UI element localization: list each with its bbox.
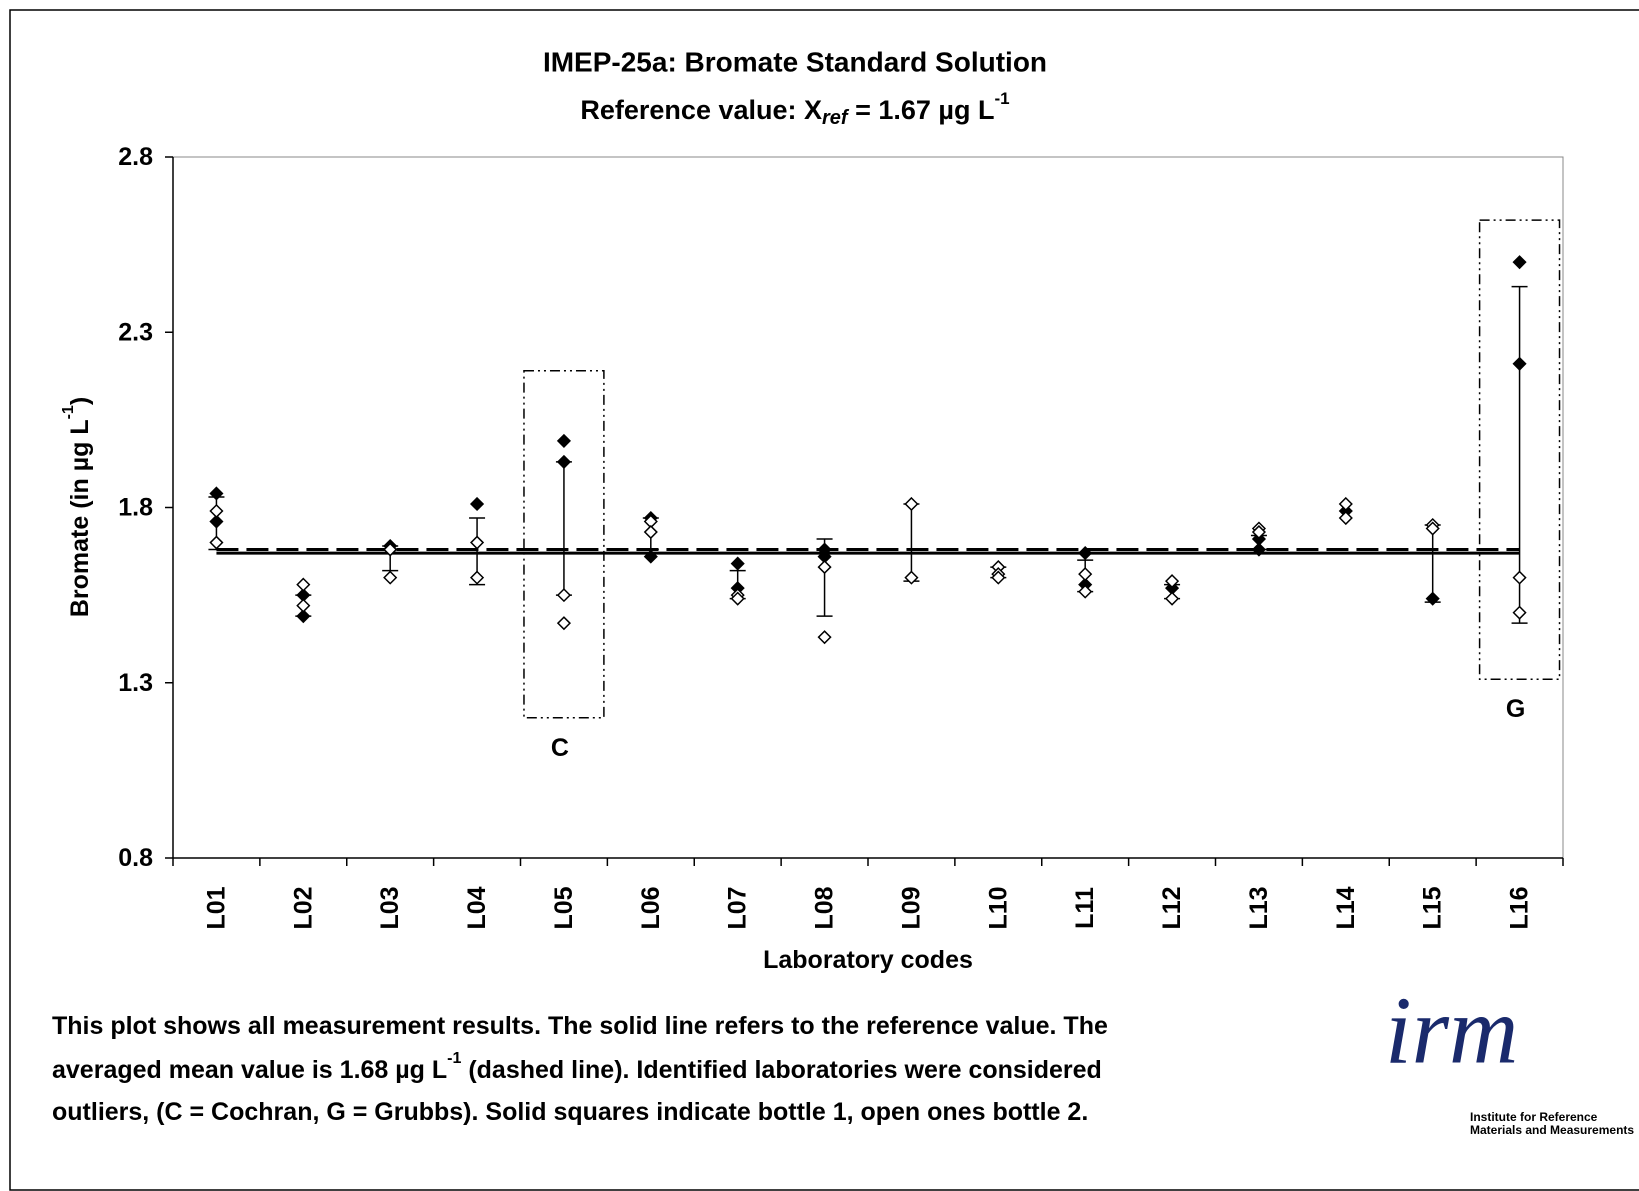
outlier-box — [523, 370, 605, 719]
data-point — [296, 598, 311, 613]
logo-text: Materials and Measurements — [1470, 1123, 1634, 1137]
data-point — [904, 496, 919, 512]
error-bar — [1424, 524, 1441, 603]
data-point — [817, 630, 832, 645]
x-tick-label: L15 — [1419, 886, 1447, 929]
outlier-box — [1478, 219, 1561, 680]
data-point — [383, 542, 398, 557]
data-point — [383, 570, 398, 585]
data-point — [991, 570, 1006, 585]
y-tick-label: 0.8 — [118, 844, 153, 872]
data-point — [209, 535, 224, 550]
x-tick-label: L07 — [724, 886, 752, 929]
x-tick-label: L16 — [1506, 886, 1534, 929]
data-point — [209, 514, 224, 529]
x-tick-label: L02 — [289, 886, 317, 929]
x-tick-label: L10 — [984, 886, 1012, 929]
chart-title: IMEP-25a: Bromate Standard Solution — [543, 47, 1047, 78]
outlier-label: G — [1506, 695, 1525, 723]
data-point — [296, 609, 311, 624]
x-tick-label: L05 — [550, 886, 578, 929]
data-point — [1164, 574, 1180, 589]
footnote-line: This plot shows all measurement results.… — [52, 1012, 1108, 1040]
error-bar — [555, 461, 572, 596]
data-point — [1512, 255, 1527, 270]
x-tick-label: L03 — [376, 886, 404, 929]
data-point — [470, 570, 485, 585]
data-point — [1512, 605, 1527, 620]
y-tick-label: 2.8 — [118, 143, 153, 171]
data-point — [1425, 521, 1440, 536]
data-point — [1078, 567, 1093, 582]
data-point — [1078, 584, 1093, 599]
data-point — [1338, 510, 1353, 526]
data-point — [209, 503, 224, 519]
x-tick-label: L06 — [637, 886, 665, 929]
data-point — [209, 486, 224, 501]
data-point — [556, 454, 571, 469]
data-point — [643, 524, 658, 540]
data-point — [1164, 591, 1180, 606]
logo: irm Institute for Reference Materials an… — [1385, 977, 1634, 1138]
x-tick-label: L04 — [463, 886, 491, 929]
chart-subtitle: Reference value: Xref = 1.67 µg L-1 — [580, 89, 1009, 130]
data-point — [470, 535, 485, 550]
data-point — [904, 570, 919, 585]
frame — [9, 9, 1639, 1191]
data-point — [1425, 591, 1440, 606]
data-point — [730, 556, 745, 571]
x-tick-label: L09 — [897, 886, 925, 929]
plot-area — [172, 156, 1564, 859]
x-axis-label: Laboratory codes — [763, 946, 973, 974]
data-point — [643, 549, 658, 564]
data-point — [1512, 356, 1527, 371]
error-bar — [1511, 285, 1528, 624]
x-tick-label: L01 — [202, 886, 230, 929]
data-point — [556, 588, 571, 603]
data-point — [1338, 496, 1353, 512]
data-point — [1251, 524, 1267, 540]
y-tick-label: 2.3 — [118, 318, 153, 346]
data-point — [556, 616, 571, 631]
data-point — [1512, 570, 1527, 585]
data-point — [730, 591, 745, 606]
data-point — [1078, 546, 1093, 561]
y-tick-label: 1.3 — [118, 669, 153, 697]
data-point — [296, 577, 311, 592]
logo-mark: irm — [1385, 977, 1518, 1084]
x-tick-label: L11 — [1071, 887, 1099, 929]
x-tick-label: L08 — [811, 886, 839, 929]
logo-text: Institute for Reference — [1470, 1110, 1598, 1124]
footnote: This plot shows all measurement results.… — [52, 1012, 1108, 1126]
x-tick-label: L12 — [1158, 886, 1186, 929]
outlier-label: C — [551, 734, 569, 762]
y-axis-label: Bromate (in µg L-1) — [60, 397, 95, 617]
x-tick-label: L14 — [1332, 886, 1360, 929]
data-point — [817, 560, 832, 575]
error-bar — [903, 503, 920, 582]
footnote-line: averaged mean value is 1.68 µg L-1 (dash… — [52, 1050, 1102, 1085]
data-point — [556, 433, 571, 448]
data-point — [470, 496, 485, 512]
y-tick-label: 1.8 — [118, 494, 153, 522]
footnote-line: outliers, (C = Cochran, G = Grubbs). Sol… — [52, 1098, 1088, 1126]
x-tick-label: L13 — [1245, 886, 1273, 929]
data-point — [1251, 542, 1267, 557]
